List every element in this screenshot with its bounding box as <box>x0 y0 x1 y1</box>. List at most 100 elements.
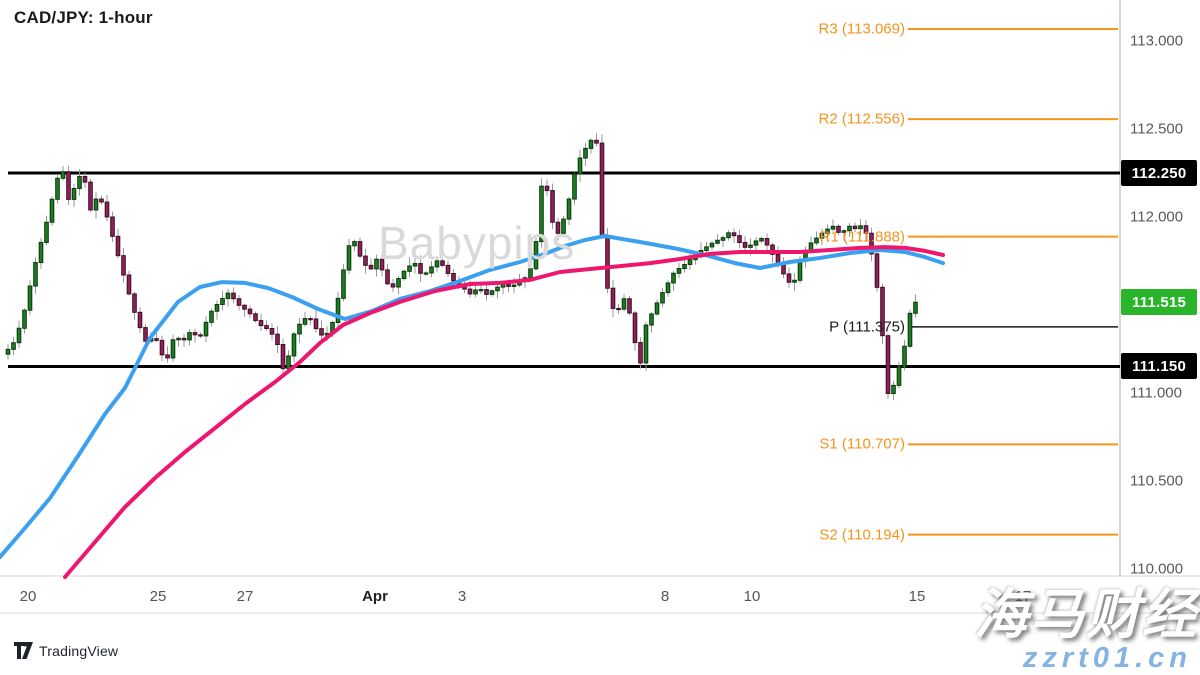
candle-up <box>891 384 896 394</box>
candle-up <box>814 237 819 244</box>
candle-up <box>682 263 687 270</box>
candle-up <box>220 297 225 305</box>
candle-down <box>165 354 170 359</box>
candle-down <box>742 241 748 248</box>
candle-up <box>847 225 852 232</box>
tradingview-logo[interactable]: TradingView <box>14 642 118 659</box>
candle-down <box>731 232 737 237</box>
candle-down <box>445 264 451 274</box>
pivot-label-R3: R3 (113.069) <box>818 20 905 38</box>
candle-down <box>880 286 885 337</box>
candle-up <box>55 177 60 200</box>
candle-up <box>407 265 412 272</box>
candle-down <box>231 292 236 300</box>
candle-up <box>297 323 302 335</box>
pivot-label-R1: R1 (111.888) <box>819 228 905 246</box>
sr-price-badge-112.250: 112.250 <box>1121 160 1197 186</box>
candle-up <box>396 278 401 288</box>
candle-up <box>187 332 192 341</box>
candle-up <box>478 289 484 292</box>
candle-up <box>539 185 544 243</box>
time-tick-Apr: Apr <box>362 588 388 605</box>
candle-down <box>781 264 786 275</box>
candle-down <box>269 327 275 335</box>
candle-down <box>275 333 280 346</box>
candle-down <box>555 221 561 234</box>
candle-down <box>467 288 473 295</box>
candle-down <box>198 334 203 337</box>
pivot-label-S1: S1 (110.707) <box>819 435 905 453</box>
candle-down <box>451 272 456 282</box>
time-tick-3: 3 <box>457 588 467 605</box>
candle-up <box>792 279 797 283</box>
candle-down <box>484 289 489 295</box>
candle-down <box>253 313 258 322</box>
candle-up <box>588 139 594 149</box>
candle-up <box>566 198 572 220</box>
price-tick-110.000: 110.000 <box>1130 560 1184 578</box>
candle-down <box>770 244 775 255</box>
candle-down <box>764 238 770 246</box>
candle-up <box>561 218 566 234</box>
candle-up <box>291 333 297 357</box>
pivot-label-R2: R2 (112.556) <box>818 110 905 128</box>
candle-up <box>423 272 429 275</box>
candle-down <box>616 307 621 311</box>
candle-up <box>748 244 753 248</box>
candle-down <box>874 253 880 288</box>
candle-down <box>605 235 610 289</box>
candle-down <box>137 311 143 329</box>
candle-up <box>60 171 66 179</box>
candle-down <box>638 342 643 364</box>
candle-up <box>401 270 407 280</box>
candle-up <box>352 241 357 247</box>
candle-down <box>181 337 187 341</box>
candle-down <box>852 225 858 230</box>
candle-up <box>902 345 907 368</box>
candle-down <box>143 327 148 342</box>
candle-up <box>176 337 181 341</box>
candle-down <box>126 274 132 295</box>
candle-down <box>313 318 319 330</box>
candle-up <box>16 327 22 344</box>
candle-up <box>654 302 660 315</box>
candle-up <box>753 240 759 246</box>
candle-down <box>863 225 869 234</box>
price-tick-113.000: 113.000 <box>1130 32 1184 50</box>
candle-up <box>302 318 308 325</box>
candle-down <box>82 176 88 183</box>
candle-down <box>357 241 363 257</box>
candle-up <box>374 258 379 270</box>
candle-up <box>720 237 726 241</box>
candle-down <box>66 171 71 200</box>
candle-down <box>242 304 247 310</box>
candle-up <box>511 284 517 287</box>
candle-up <box>896 366 902 386</box>
candle-down <box>610 287 616 309</box>
candle-up <box>170 339 176 359</box>
time-tick-27: 27 <box>236 588 254 605</box>
candle-down <box>236 298 242 306</box>
candle-up <box>907 312 913 347</box>
candle-down <box>544 185 550 192</box>
candle-down <box>192 332 198 336</box>
candle-down <box>737 235 742 243</box>
candle-up <box>819 232 825 239</box>
candle-up <box>676 268 682 274</box>
candle-up <box>214 303 220 312</box>
candle-up <box>621 298 627 310</box>
price-tick-110.500: 110.500 <box>1130 472 1184 490</box>
candle-up <box>649 313 654 326</box>
time-tick-15: 15 <box>908 588 926 605</box>
candle-up <box>27 285 33 311</box>
candle-down <box>247 308 253 315</box>
symbol-title: CAD/JPY: 1-hour <box>14 8 153 27</box>
candle-down <box>786 273 792 283</box>
candle-up <box>71 188 77 200</box>
candle-down <box>99 198 104 203</box>
candle-up <box>335 297 341 324</box>
sr-price-badge-111.150: 111.150 <box>1121 353 1197 380</box>
candle-up <box>11 342 16 350</box>
